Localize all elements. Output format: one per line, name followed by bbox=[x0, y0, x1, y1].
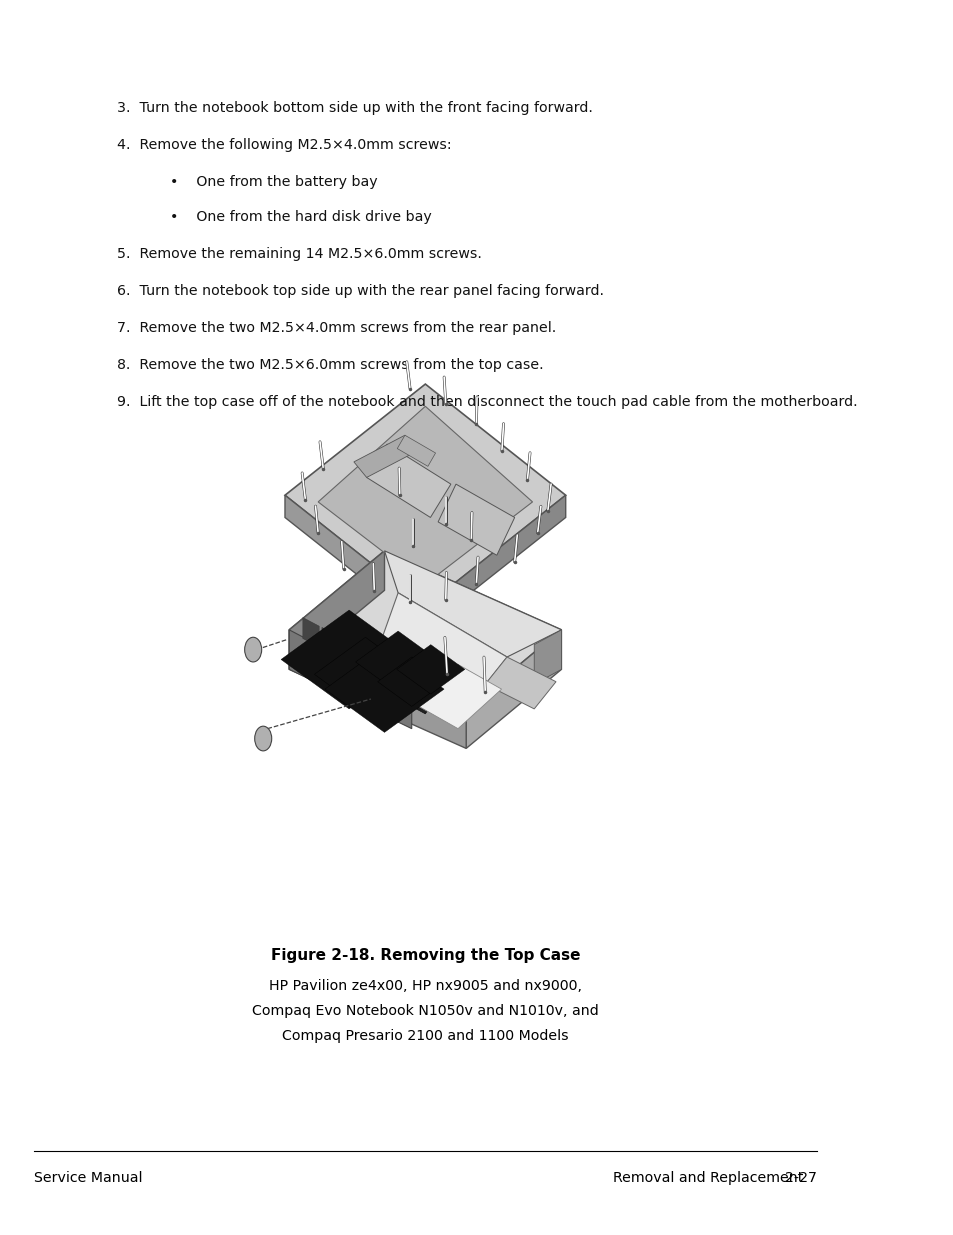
Polygon shape bbox=[318, 406, 532, 584]
Polygon shape bbox=[355, 631, 440, 693]
Polygon shape bbox=[281, 610, 416, 709]
Polygon shape bbox=[343, 640, 359, 669]
Polygon shape bbox=[366, 445, 451, 517]
Text: Service Manual: Service Manual bbox=[34, 1171, 142, 1184]
Polygon shape bbox=[437, 484, 514, 556]
Text: 4.  Remove the following M2.5×4.0mm screws:: 4. Remove the following M2.5×4.0mm screw… bbox=[117, 138, 452, 152]
Polygon shape bbox=[325, 646, 443, 732]
Polygon shape bbox=[365, 652, 381, 682]
Polygon shape bbox=[396, 435, 436, 467]
Polygon shape bbox=[289, 551, 561, 709]
Circle shape bbox=[244, 637, 261, 662]
Polygon shape bbox=[289, 630, 466, 748]
Text: •    One from the battery bay: • One from the battery bay bbox=[170, 175, 377, 189]
Polygon shape bbox=[285, 495, 425, 629]
Polygon shape bbox=[343, 650, 438, 714]
Polygon shape bbox=[289, 551, 384, 669]
Polygon shape bbox=[371, 593, 506, 709]
Text: Compaq Evo Notebook N1050v and N1010v, and: Compaq Evo Notebook N1050v and N1010v, a… bbox=[252, 1004, 598, 1018]
Text: 3.  Turn the notebook bottom side up with the front facing forward.: 3. Turn the notebook bottom side up with… bbox=[117, 101, 593, 115]
Polygon shape bbox=[466, 630, 561, 748]
Polygon shape bbox=[384, 664, 400, 694]
Polygon shape bbox=[534, 630, 561, 684]
Polygon shape bbox=[321, 627, 338, 657]
Polygon shape bbox=[354, 435, 417, 478]
Polygon shape bbox=[384, 551, 561, 657]
Text: 7.  Remove the two M2.5×4.0mm screws from the rear panel.: 7. Remove the two M2.5×4.0mm screws from… bbox=[117, 321, 556, 335]
Text: •    One from the hard disk drive bay: • One from the hard disk drive bay bbox=[170, 210, 432, 224]
Polygon shape bbox=[302, 618, 319, 647]
Polygon shape bbox=[414, 664, 501, 729]
Text: Removal and Replacement: Removal and Replacement bbox=[612, 1171, 802, 1184]
Polygon shape bbox=[314, 637, 416, 711]
Text: HP Pavilion ze4x00, HP nx9005 and nx9000,: HP Pavilion ze4x00, HP nx9005 and nx9000… bbox=[269, 979, 581, 993]
Circle shape bbox=[254, 726, 272, 751]
Text: 8.  Remove the two M2.5×6.0mm screws from the top case.: 8. Remove the two M2.5×6.0mm screws from… bbox=[117, 358, 543, 372]
Polygon shape bbox=[425, 495, 565, 629]
Text: Figure 2-18. Removing the Top Case: Figure 2-18. Removing the Top Case bbox=[271, 948, 579, 963]
Text: 5.  Remove the remaining 14 M2.5×6.0mm screws.: 5. Remove the remaining 14 M2.5×6.0mm sc… bbox=[117, 247, 482, 261]
Polygon shape bbox=[285, 384, 565, 606]
Polygon shape bbox=[485, 657, 556, 709]
Polygon shape bbox=[377, 657, 445, 706]
Polygon shape bbox=[396, 645, 464, 694]
Text: Compaq Presario 2100 and 1100 Models: Compaq Presario 2100 and 1100 Models bbox=[282, 1029, 568, 1042]
Text: 6.  Turn the notebook top side up with the rear panel facing forward.: 6. Turn the notebook top side up with th… bbox=[117, 284, 604, 298]
Text: 2-27: 2-27 bbox=[784, 1171, 816, 1184]
Polygon shape bbox=[289, 630, 412, 729]
Text: 9.  Lift the top case off of the notebook and then disconnect the touch pad cabl: 9. Lift the top case off of the notebook… bbox=[117, 395, 857, 409]
